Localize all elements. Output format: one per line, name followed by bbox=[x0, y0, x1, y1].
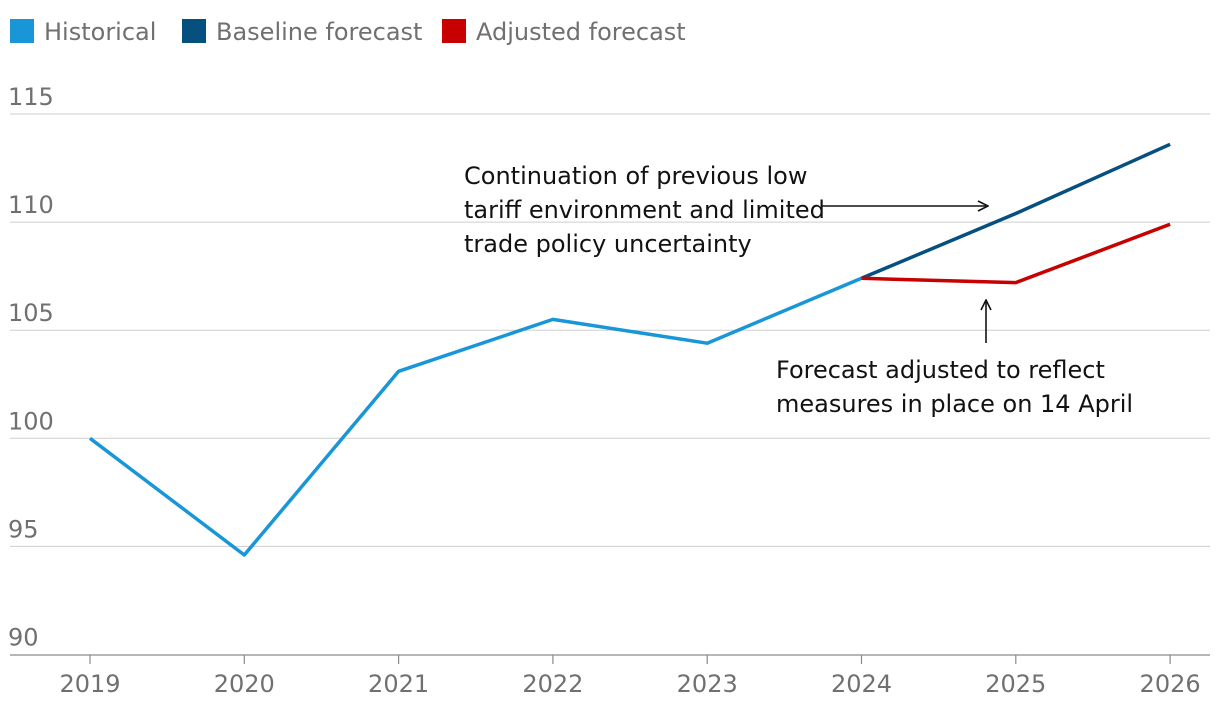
legend: Historical Baseline forecast Adjusted fore… bbox=[10, 18, 686, 46]
legend-label-baseline-forecast: Baseline forecast bbox=[216, 18, 422, 46]
legend-swatch-adjusted-forecast bbox=[442, 19, 466, 43]
y-tick-label-90: 90 bbox=[8, 624, 39, 652]
legend-swatch-historical bbox=[10, 19, 34, 43]
series-line-historical bbox=[88, 276, 863, 557]
y-tick-label-105: 105 bbox=[8, 299, 54, 327]
x-tick-label-2025: 2025 bbox=[985, 670, 1046, 698]
x-axis: 2019 2020 2021 2022 2023 2024 2025 2026 bbox=[10, 654, 1210, 698]
x-tick-label-2019: 2019 bbox=[59, 670, 120, 698]
series-line-adjusted-forecast bbox=[861, 222, 1171, 285]
y-tick-label-100: 100 bbox=[8, 407, 54, 435]
x-tick-label-2020: 2020 bbox=[214, 670, 275, 698]
baseline-annotation-line-1: Continuation of previous low bbox=[464, 162, 807, 190]
x-tick-label-2023: 2023 bbox=[677, 670, 738, 698]
legend-swatch-baseline-forecast bbox=[182, 19, 206, 43]
adjusted-annotation-line-1: Forecast adjusted to reflect bbox=[776, 356, 1105, 384]
series-lines bbox=[88, 142, 1171, 557]
x-tick-label-2021: 2021 bbox=[368, 670, 429, 698]
legend-label-historical: Historical bbox=[44, 18, 156, 46]
baseline-annotation-line-3: trade policy uncertainty bbox=[464, 230, 752, 258]
baseline-annotation-line-2: tariff environment and limited bbox=[464, 196, 825, 224]
x-tick-label-2022: 2022 bbox=[522, 670, 583, 698]
y-axis-tick-labels: 115 110 105 100 95 90 bbox=[8, 83, 54, 652]
legend-label-adjusted-forecast: Adjusted forecast bbox=[476, 18, 686, 46]
y-tick-label-110: 110 bbox=[8, 191, 54, 219]
y-tick-label-115: 115 bbox=[8, 83, 54, 111]
annotations: Continuation of previous low tariff envir… bbox=[464, 162, 1133, 418]
gridlines bbox=[10, 113, 1210, 547]
y-tick-label-95: 95 bbox=[8, 515, 39, 543]
x-tick-label-2024: 2024 bbox=[831, 670, 892, 698]
x-tick-label-2026: 2026 bbox=[1140, 670, 1201, 698]
adjusted-annotation-line-2: measures in place on 14 April bbox=[776, 390, 1133, 418]
series-line-baseline-forecast bbox=[860, 142, 1171, 280]
